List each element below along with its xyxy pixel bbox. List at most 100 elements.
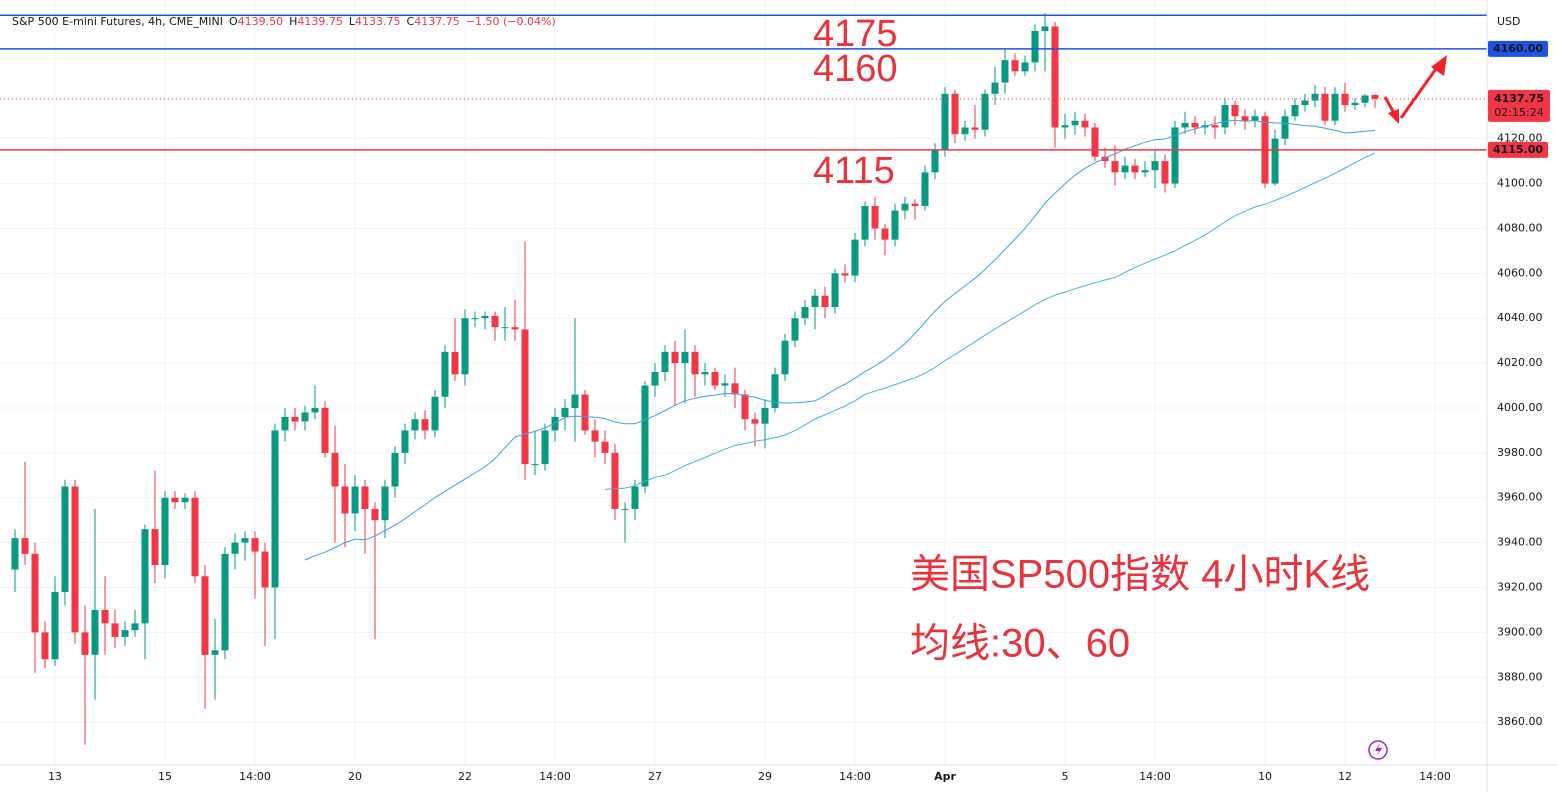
x-tick-label: Apr [934, 770, 956, 783]
candle-body [971, 127, 979, 130]
moving-average [604, 152, 1376, 490]
c-label: C [407, 15, 415, 28]
candle-body [1371, 94, 1379, 99]
candle-body [991, 82, 999, 94]
candle-body [21, 538, 29, 554]
arrow-down [1383, 96, 1396, 114]
candle-body [461, 318, 469, 375]
candle-body [631, 486, 639, 509]
candle-body [1101, 156, 1109, 162]
candle-body [411, 419, 419, 431]
candle-body [1331, 93, 1339, 121]
price-tag [1488, 40, 1548, 57]
l-label: L [349, 15, 356, 28]
candle-body [581, 394, 589, 431]
y-tick-label: 3880.00 [1497, 670, 1543, 683]
candle-body [181, 497, 189, 503]
candle-body [571, 394, 579, 408]
candle-body [871, 206, 879, 229]
candle-body [761, 407, 769, 424]
price-tag [1488, 141, 1548, 158]
candle-body [1131, 165, 1139, 173]
candle-body [91, 609, 99, 655]
candle-body [301, 412, 309, 422]
x-tick-label: 13 [48, 770, 62, 783]
candle-body [1001, 60, 1009, 83]
candle-body [291, 416, 299, 422]
candle-body [371, 508, 379, 521]
y-tick-label: 4120.00 [1497, 132, 1543, 145]
x-tick-label: 14:00 [539, 770, 571, 783]
candle-body [171, 497, 179, 503]
y-tick-label: 3960.00 [1497, 491, 1543, 504]
candle-body [851, 239, 859, 276]
candle-body [41, 632, 49, 660]
candle-body [1091, 127, 1099, 157]
candle-body [31, 553, 39, 633]
candle-body [81, 632, 89, 655]
candle-body [71, 486, 79, 633]
annotation: 4115 [813, 150, 895, 192]
candle-body [1151, 161, 1159, 171]
candle-body [231, 542, 239, 554]
y-tick-label: 4040.00 [1497, 311, 1543, 324]
candle-body [1171, 127, 1179, 184]
candle-body [891, 210, 899, 240]
candle-body [1281, 116, 1289, 139]
candle-body [601, 441, 609, 453]
candle-body [1051, 26, 1059, 128]
candle-body [211, 650, 219, 655]
candle-body [541, 430, 549, 465]
arrows [1383, 55, 1447, 124]
candle-body [1041, 26, 1049, 31]
candle-body [861, 206, 869, 240]
y-tick-label: 3860.00 [1497, 715, 1543, 728]
h-value: 4139.75 [297, 15, 343, 28]
candle-body [711, 372, 719, 386]
x-tick-label: 10 [1258, 770, 1272, 783]
candle-body [841, 273, 849, 276]
candle-body [731, 383, 739, 395]
candle-body [261, 551, 269, 588]
chart-subtitle: 均线:30、60 [910, 622, 1130, 666]
y-tick-label: 4100.00 [1497, 177, 1543, 190]
candle-body [641, 385, 649, 487]
arrow-head [1431, 55, 1447, 76]
candle-body [921, 172, 929, 207]
y-tick-label: 3940.00 [1497, 536, 1543, 549]
legend-header: S&P 500 E-mini Futures, 4h, CME_MINI O413… [12, 15, 556, 28]
h-label: H [289, 15, 297, 28]
y-tick-label: 3900.00 [1497, 625, 1543, 638]
x-tick-label: 29 [758, 770, 772, 783]
y-tick-label: 4000.00 [1497, 401, 1543, 414]
candle-body [1181, 122, 1189, 128]
candle-body [751, 419, 759, 424]
candle-body [311, 407, 319, 413]
x-tick-label: 15 [158, 770, 172, 783]
c-value: 4137.75 [414, 15, 460, 28]
candle-body [141, 529, 149, 624]
currency: USD [1497, 15, 1521, 28]
candle-body [561, 407, 569, 417]
x-tick-label: 14:00 [239, 770, 271, 783]
candle-body [941, 93, 949, 150]
y-tick-label: 3980.00 [1497, 446, 1543, 459]
candle-body [801, 306, 809, 319]
x-tick-label: 5 [1062, 770, 1069, 783]
candle-body [451, 351, 459, 375]
x-tick-label: 14:00 [839, 770, 871, 783]
icon[interactable] [1368, 740, 1388, 760]
icon-bolt [1375, 743, 1382, 757]
x-tick-label: 22 [458, 770, 472, 783]
annotation: 4175 [813, 13, 898, 55]
candle-body [51, 591, 59, 660]
candle-body [131, 623, 139, 631]
candle-body [221, 553, 229, 651]
candle-body [831, 273, 839, 307]
candle-body [281, 416, 289, 431]
candle-body [1301, 100, 1309, 106]
candle-body [981, 93, 989, 130]
last-price-tag [1488, 89, 1550, 122]
candle-body [471, 318, 479, 320]
candle-body [1161, 161, 1169, 184]
